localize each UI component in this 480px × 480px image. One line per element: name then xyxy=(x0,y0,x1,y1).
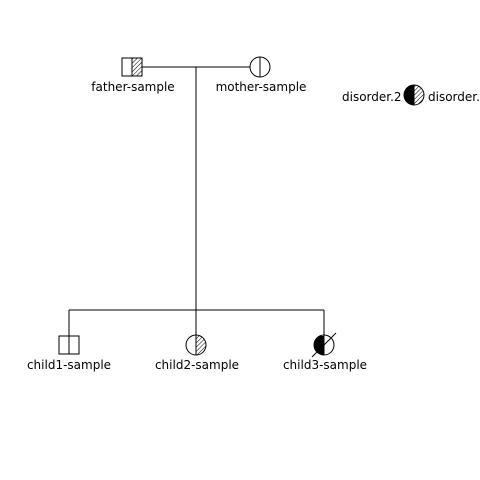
father-affected-half xyxy=(132,58,142,76)
connector-lines xyxy=(68,66,325,336)
father-label: father-sample xyxy=(91,80,174,94)
legend-left-label: disorder.2 xyxy=(342,90,402,104)
child2-node[interactable] xyxy=(185,334,207,356)
mother-label: mother-sample xyxy=(216,80,307,94)
child1-label: child1-sample xyxy=(27,358,111,372)
child2-affected-half xyxy=(196,336,206,355)
deceased-slash-icon xyxy=(311,332,337,358)
legend-right-label: disorder. xyxy=(428,90,480,104)
mother-node[interactable] xyxy=(249,56,271,78)
child2-label: child2-sample xyxy=(155,358,239,372)
child1-node[interactable] xyxy=(58,335,80,355)
father-node[interactable] xyxy=(121,57,143,77)
child3-node[interactable] xyxy=(311,332,337,358)
legend-solid-half xyxy=(404,85,414,105)
child3-label: child3-sample xyxy=(283,358,367,372)
child3-affected-half xyxy=(314,336,324,355)
legend: disorder.2 disorder. xyxy=(342,84,480,106)
legend-hatched-half xyxy=(414,85,424,105)
